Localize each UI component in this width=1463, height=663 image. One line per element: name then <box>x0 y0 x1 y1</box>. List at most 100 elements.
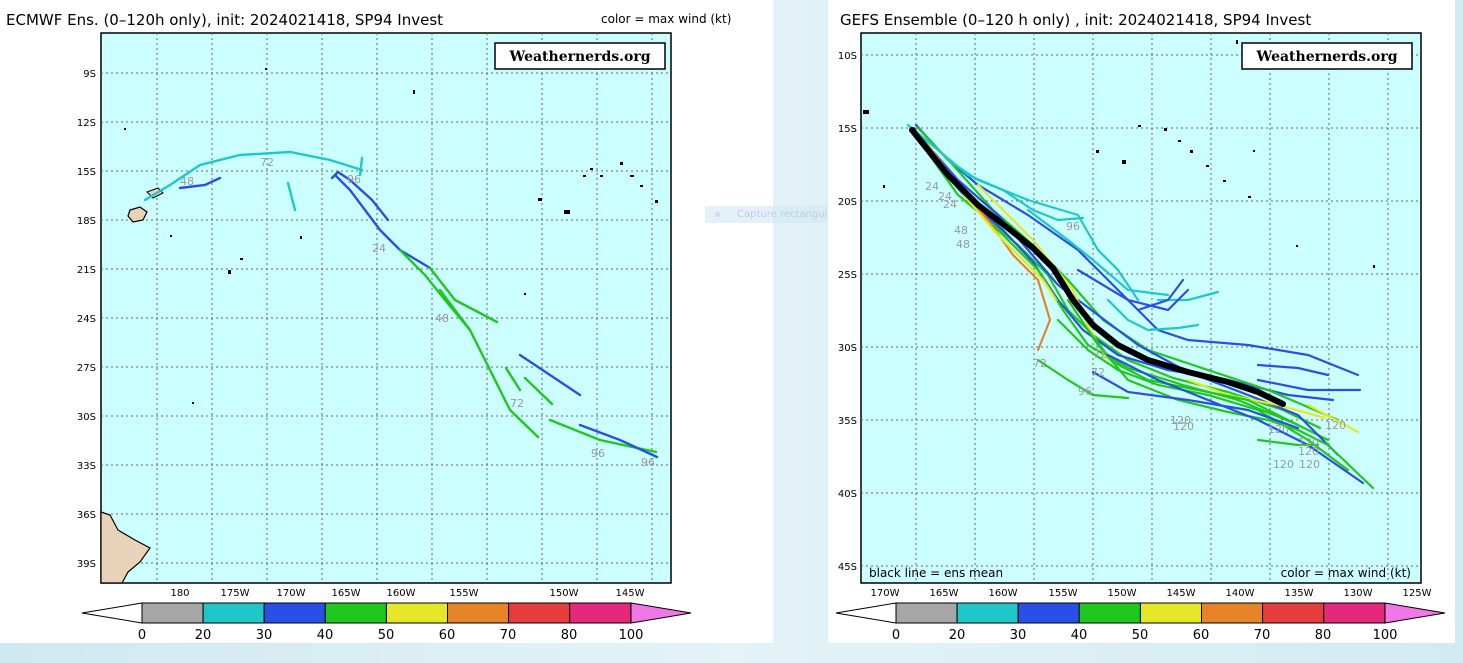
lon-label: 130W <box>1344 588 1373 599</box>
colorbar-segment <box>1201 602 1264 624</box>
gefs-hour-labels: 24 24 24 48 48 96 72 72 72 96 120 120 12… <box>925 180 1346 471</box>
colorbar-label: 80 <box>561 628 578 643</box>
colorbar-segment <box>447 602 510 624</box>
capture-label: Capture rectangulaire <box>737 209 847 220</box>
colorbar-segment <box>508 602 571 624</box>
colorbar-label: 60 <box>439 628 456 643</box>
colorbar-segment <box>895 602 958 624</box>
ecmwf-colorbar: 0 20 30 40 50 60 70 80 100 <box>81 602 692 643</box>
colorbar-segment <box>1078 602 1141 624</box>
hour-label: 96 <box>1078 385 1092 398</box>
colorbar-segment <box>141 602 204 624</box>
lon-label: 160W <box>989 588 1018 599</box>
hour-label: 72 <box>1033 357 1047 370</box>
lon-label: 170W <box>871 588 900 599</box>
hour-label: 48 <box>180 175 194 188</box>
colorbar-segment <box>1262 602 1325 624</box>
colorbar-label: 30 <box>1010 628 1027 643</box>
lon-label: 145W <box>1167 588 1196 599</box>
hour-label: 96 <box>591 447 605 460</box>
lat-label: 15S <box>77 167 96 178</box>
hour-label: 120 <box>1170 414 1191 427</box>
lon-label: 150W <box>1108 588 1137 599</box>
hour-label: 72 <box>1093 348 1107 361</box>
gefs-colorbar: 0 20 30 40 50 60 70 80 100 <box>835 602 1446 643</box>
fiji-land <box>127 206 148 223</box>
lat-label: 20S <box>838 197 857 208</box>
hour-label: 24 <box>372 242 386 255</box>
colorbar-segment <box>1323 602 1386 624</box>
colorbar-label: 50 <box>1132 628 1149 643</box>
hour-label: 120 <box>1299 458 1320 471</box>
ecmwf-watermark-box <box>494 42 666 70</box>
lon-label: 155W <box>1049 588 1078 599</box>
colorbar-label: 80 <box>1315 628 1332 643</box>
ecmwf-gridlines <box>101 33 671 583</box>
colorbar-label: 20 <box>949 628 966 643</box>
colorbar-arrow-left <box>835 602 897 624</box>
lat-label: 39S <box>77 559 96 570</box>
ecmwf-lon-labels: 180 175W 170W 165W 160W 155W 150W 145W <box>170 588 644 599</box>
hour-label: 120 <box>1273 458 1294 471</box>
lon-label: 135W <box>1285 588 1314 599</box>
hour-label: 120 <box>1298 445 1319 458</box>
gefs-watermark-box <box>1241 42 1413 70</box>
lat-label: 10S <box>838 51 857 62</box>
hour-label: 120 <box>1298 436 1319 449</box>
gefs-footer-left: black line = ens mean <box>869 566 1003 580</box>
gefs-lat-labels: 10S 15S 20S 25S 30S 35S 40S 45S <box>838 51 857 573</box>
lat-label: 15S <box>838 124 857 135</box>
colorbar-segment <box>263 602 326 624</box>
colorbar-segment <box>1139 602 1202 624</box>
lon-label: 125W <box>1403 588 1432 599</box>
lon-label: 140W <box>1226 588 1255 599</box>
capture-dot-icon <box>715 212 720 217</box>
lat-label: 21S <box>77 265 96 276</box>
gefs-title: GEFS Ensemble (0–120 h only) , init: 202… <box>840 11 1312 29</box>
colorbar-label: 20 <box>195 628 212 643</box>
ecmwf-watermark: Weathernerds.org <box>509 49 651 65</box>
colorbar-segment <box>324 602 387 624</box>
hour-label: 24 <box>943 198 957 211</box>
colorbar-arrow-right <box>1384 602 1446 624</box>
hour-label: 48 <box>954 224 968 237</box>
hour-label: 96 <box>641 456 655 469</box>
lat-label: 30S <box>77 412 96 423</box>
colorbar-label: 100 <box>619 628 644 643</box>
colorbar-label: 50 <box>378 628 395 643</box>
hour-label: 120 <box>1268 423 1289 436</box>
lat-label: 24S <box>77 314 96 325</box>
hour-label: 120 <box>1325 419 1346 432</box>
lat-label: 35S <box>838 416 857 427</box>
colorbar-segment <box>385 602 448 624</box>
colorbar-label: 40 <box>317 628 334 643</box>
lon-label: 160W <box>387 588 416 599</box>
colorbar-labels: 0 20 30 40 50 60 70 80 100 <box>892 628 1398 643</box>
new-zealand-land <box>100 511 151 584</box>
colorbar-label: 70 <box>500 628 517 643</box>
lon-label: 165W <box>930 588 959 599</box>
hour-label: 48 <box>956 238 970 251</box>
ecmwf-lat-labels: 9S 12S 15S 18S 21S 24S 27S 30S 33S 36S 3… <box>77 69 96 570</box>
ecmwf-subtitle: color = max wind (kt) <box>601 12 732 26</box>
colorbar-label: 100 <box>1373 628 1398 643</box>
lat-label: 27S <box>77 363 96 374</box>
hour-label: 96 <box>1066 220 1080 233</box>
gefs-map: 24 24 24 48 48 96 72 72 72 96 120 120 12… <box>835 32 1446 643</box>
colorbar-arrow-left <box>81 602 143 624</box>
gefs-lon-labels: 170W 165W 160W 155W 150W 145W 140W 135W … <box>871 588 1432 599</box>
islands <box>124 68 658 404</box>
lat-label: 9S <box>83 69 96 80</box>
lat-label: 36S <box>77 510 96 521</box>
colorbar-label: 60 <box>1193 628 1210 643</box>
ecmwf-hour-labels: 48 72 96 24 48 72 96 96 <box>180 156 655 469</box>
ecmwf-panel: ECMWF Ens. (0–120h only), init: 20240214… <box>6 11 732 643</box>
colorbar-label: 30 <box>256 628 273 643</box>
hour-label: 72 <box>260 156 274 169</box>
hour-label: 48 <box>435 312 449 325</box>
lat-label: 25S <box>838 270 857 281</box>
hour-label: 96 <box>347 173 361 186</box>
lon-label: 180 <box>170 588 189 599</box>
lon-label: 170W <box>277 588 306 599</box>
colorbar-label: 40 <box>1071 628 1088 643</box>
